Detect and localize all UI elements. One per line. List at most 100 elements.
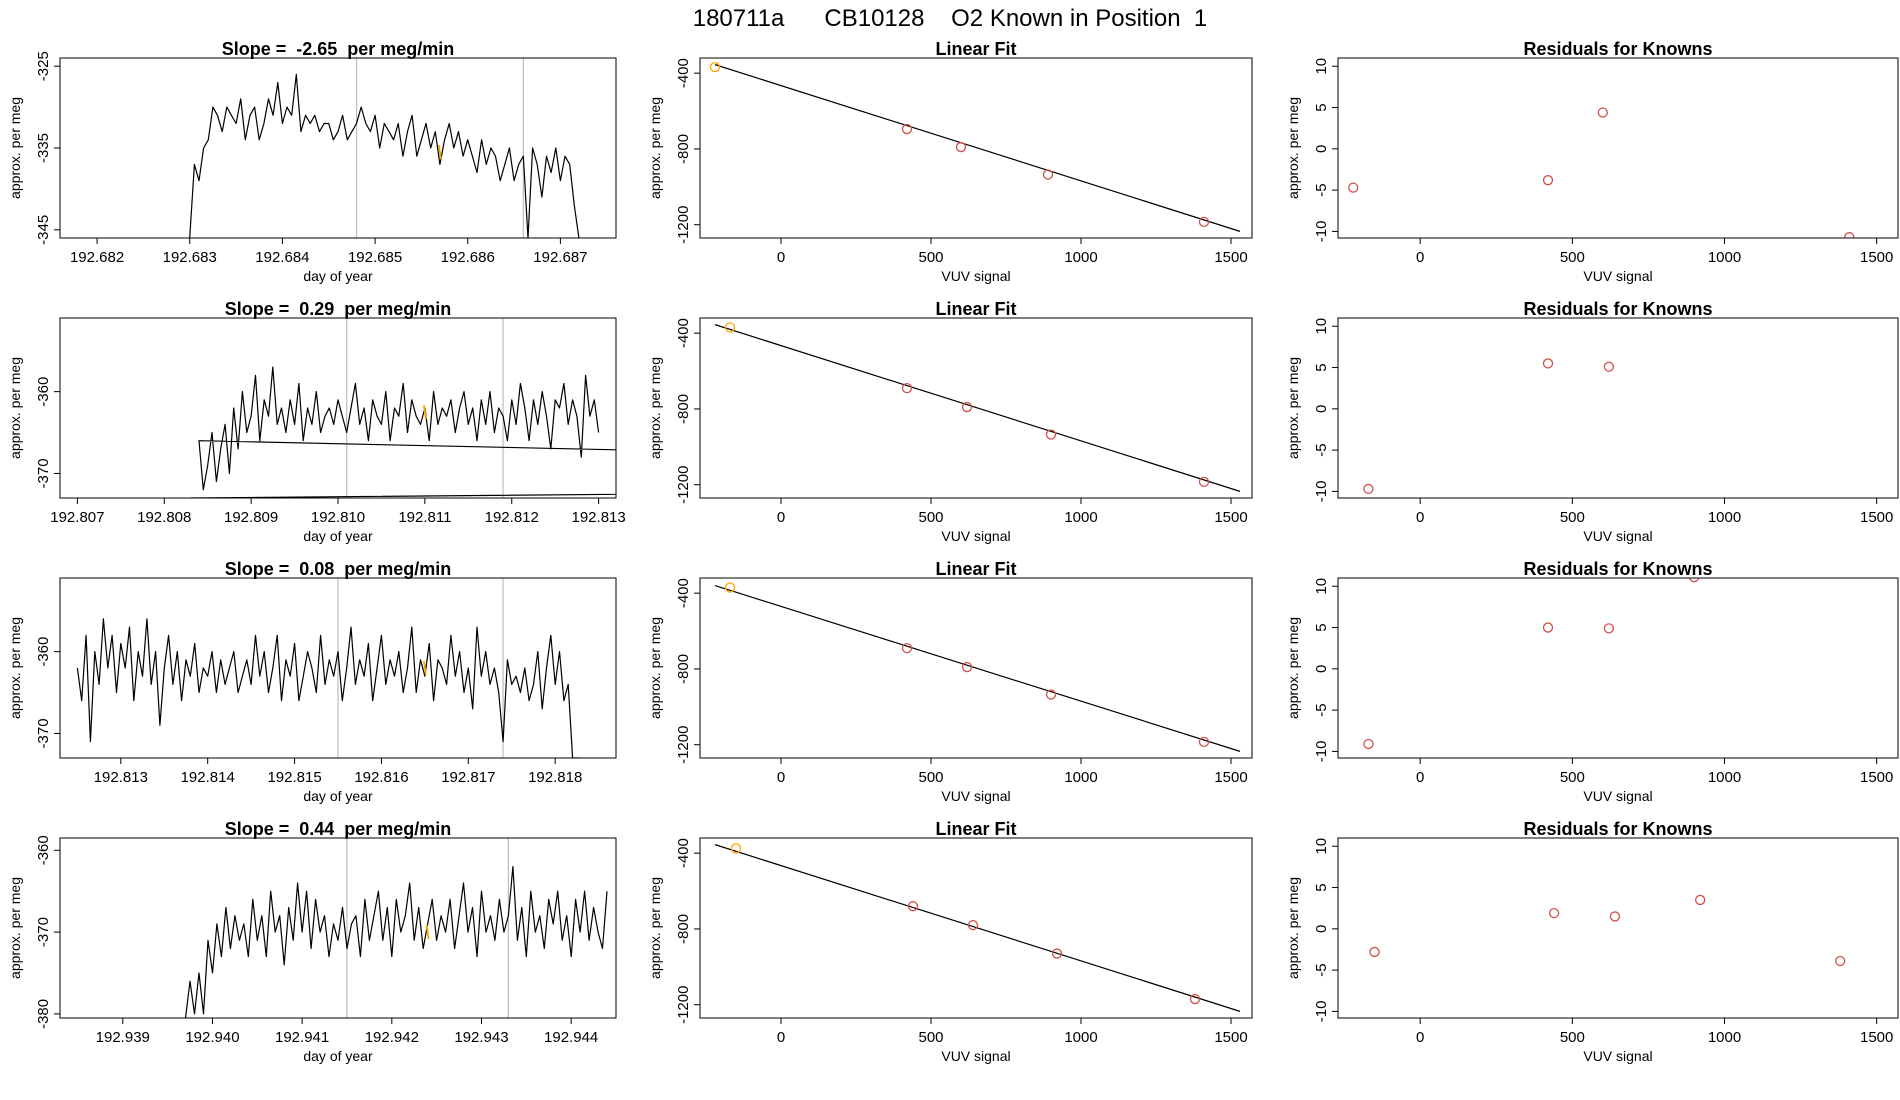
y-tick-label: -800 [675,394,692,424]
x-axis-label: VUV signal [1583,1048,1652,1064]
fit-line [714,64,1241,232]
data-point [1045,429,1057,440]
y-axis-label: approx. per meg [647,617,663,719]
chart-panel-7: Slope = 0.08 per meg/min 192.813 192.814 19… [7,559,617,804]
highlight-mark [422,660,427,676]
data-point [955,141,967,153]
figure-title: 180711a CB10128 O2 Known in Position 1 [693,5,1208,32]
x-axis-label: VUV signal [1583,788,1652,804]
x-axis-label: VUV signal [1583,268,1652,284]
highlight-mark [438,144,442,160]
x-tick-label: 1000 [1064,509,1097,526]
y-tick-label: -335 [35,133,52,163]
x-tick-label: 192.943 [454,1029,508,1046]
x-tick-label: 0 [1416,249,1424,266]
plot-frame [699,57,1253,239]
y-tick-label: -5 [1313,443,1330,456]
y-tick-label: -400 [675,58,692,88]
data-trace-line [76,618,582,758]
data-point [1548,907,1560,919]
y-axis-label: approx. per meg [647,97,663,199]
x-tick-label: 192.817 [441,769,495,786]
highlight-mark [422,404,427,420]
x-tick-label: 1000 [1064,249,1097,266]
chart-panel-6: Residuals for Knowns 0 500 1000 1500 VUV sign… [1285,299,1899,544]
x-tick-label: 0 [777,769,785,786]
x-axis-label: VUV signal [1583,528,1652,544]
y-tick-label: -360 [35,637,52,667]
data-point [1042,169,1054,180]
data-point [1542,175,1554,186]
chart-title: Linear Fit [935,559,1016,579]
y-tick-label: -800 [675,914,692,944]
y-tick-label: -345 [35,215,52,245]
y-tick-label: -400 [675,578,692,608]
y-axis-label: approx. per meg [1285,97,1301,199]
x-tick-label: 192.944 [544,1029,598,1046]
x-tick-label: 1500 [1214,509,1247,526]
data-point [1363,483,1374,495]
x-tick-label: 1500 [1860,509,1893,526]
y-axis-label: approx. per meg [1285,357,1301,459]
y-tick-label: -10 [1313,481,1330,503]
plot-area [714,843,1241,1012]
y-tick-label: -5 [1313,963,1330,976]
x-tick-label: 1000 [1064,1029,1097,1046]
data-point [1603,361,1615,372]
x-tick-label: 1500 [1860,1029,1893,1046]
x-axis-label: day of year [303,788,373,804]
x-tick-label: 1000 [1708,1029,1741,1046]
chart-panel-3: Residuals for Knowns 0 500 1000 1500 VUV sign… [1285,39,1899,284]
y-axis-label: approx. per meg [7,877,23,979]
plot-area [1363,358,1615,495]
plot-frame [699,317,1253,499]
x-tick-label: 192.813 [94,769,148,786]
x-axis-label: VUV signal [941,528,1010,544]
y-tick-label: -370 [35,718,52,748]
chart-title: Residuals for Knowns [1523,299,1712,319]
data-point [1597,107,1608,118]
x-tick-label: 1500 [1860,769,1893,786]
fit-line [714,844,1241,1012]
data-point [1363,738,1374,750]
x-tick-label: 500 [1560,249,1585,266]
plot-frame [59,837,617,1019]
data-point [1542,622,1554,633]
x-tick-label: 192.816 [354,769,408,786]
plot-area [189,58,580,238]
plot-frame [1337,577,1899,759]
plot-frame [59,57,617,239]
y-tick-label: -370 [35,917,52,947]
plot-frame [699,837,1253,1019]
x-tick-label: 500 [1560,1029,1585,1046]
plot-frame [59,577,617,759]
y-tick-label: 5 [1313,103,1330,111]
chart-panel-4: Slope = 0.29 per meg/min 192.807 192.808 19… [7,299,626,544]
y-tick-label: 5 [1313,363,1330,371]
x-tick-label: 1500 [1214,249,1247,266]
y-tick-label: -400 [675,318,692,348]
x-axis-label: VUV signal [941,788,1010,804]
data-point [967,920,979,931]
chart-title: Residuals for Knowns [1523,559,1712,579]
chart-panel-8: Linear Fit 0 500 1000 1500 VUV signal -400 -800… [647,559,1253,804]
plot-area [190,318,616,498]
data-point [1198,736,1210,748]
y-tick-label: 5 [1313,623,1330,631]
x-axis-label: day of year [303,528,373,544]
x-tick-label: 192.684 [255,249,309,266]
chart-title: Linear Fit [935,39,1016,59]
y-tick-label: -5 [1313,183,1330,196]
chart-title: Slope = 0.44 per meg/min [225,819,452,839]
chart-title: Linear Fit [935,819,1016,839]
y-tick-label: -1200 [675,206,692,244]
x-tick-label: 500 [1560,769,1585,786]
data-point [907,901,919,912]
y-tick-label: -400 [675,838,692,868]
data-point [1844,232,1855,238]
x-tick-label: 1000 [1708,769,1741,786]
chart-panel-2: Linear Fit 0 500 1000 1500 VUV signal -400 -800… [647,39,1253,284]
x-tick-label: 1500 [1214,769,1247,786]
data-point [1369,946,1380,958]
y-tick-label: -800 [675,134,692,164]
